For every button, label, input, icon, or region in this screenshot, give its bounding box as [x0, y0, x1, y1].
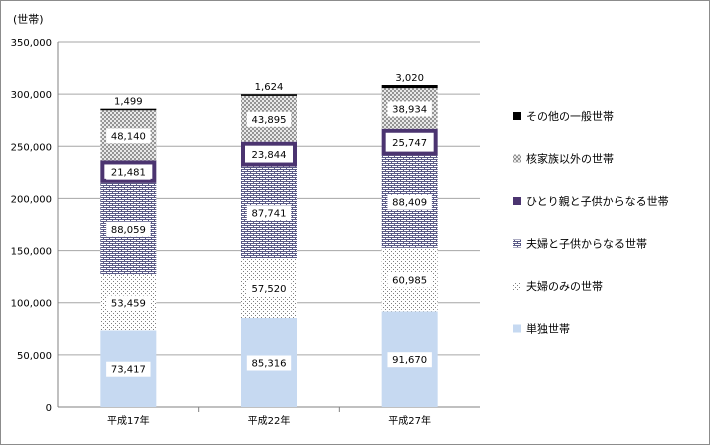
data-label-box	[246, 281, 292, 297]
legend-label: その他の一般世帯	[526, 110, 614, 123]
data-label: 60,985	[392, 276, 427, 287]
legend-label: 単独世帯	[526, 322, 570, 336]
legend-swatch	[513, 197, 521, 205]
data-label: 25,747	[392, 138, 427, 149]
data-label: 88,409	[392, 198, 427, 209]
legend-swatch	[513, 324, 521, 333]
data-label: 1,499	[114, 97, 143, 108]
data-label: 88,059	[111, 225, 146, 236]
x-tick-label: 平成22年	[248, 414, 291, 427]
data-label: 91,670	[392, 355, 427, 366]
data-label-box	[387, 101, 432, 117]
data-label-box	[387, 135, 432, 151]
y-tick-label: 300,000	[11, 90, 52, 101]
bar-segment	[100, 108, 157, 111]
data-label-box	[106, 164, 151, 180]
data-label-box	[106, 128, 151, 144]
data-label: 23,844	[252, 150, 287, 161]
y-tick-label: 350,000	[11, 38, 52, 49]
data-label: 1,624	[255, 82, 284, 93]
y-axis-label: (世帯)	[13, 13, 44, 26]
data-label-box	[246, 147, 292, 163]
data-label-box	[106, 295, 151, 311]
legend-swatch	[513, 154, 521, 163]
data-label-box	[246, 111, 292, 127]
data-label-box	[106, 361, 151, 377]
legend-label: 核家族以外の世帯	[526, 152, 614, 166]
x-tick-label: 平成17年	[107, 414, 150, 427]
legend: その他の一般世帯核家族以外の世帯ひとり親と子供からなる世帯夫婦と子供からなる世帯…	[513, 110, 669, 336]
y-tick-label: 100,000	[11, 299, 52, 310]
data-label: 48,140	[111, 131, 146, 142]
data-label: 43,895	[252, 115, 287, 126]
legend-swatch	[513, 112, 521, 120]
data-label: 53,459	[111, 299, 146, 310]
legend-label: 夫婦のみの世帯	[526, 279, 603, 293]
data-label-box	[387, 352, 432, 368]
data-label: 57,520	[252, 284, 287, 295]
bar-segment	[241, 94, 297, 96]
y-tick-label: 0	[46, 403, 52, 414]
y-tick-label: 50,000	[17, 351, 52, 362]
legend-label: 夫婦と子供からなる世帯	[526, 237, 647, 251]
data-label-box	[387, 272, 432, 288]
data-label-box	[246, 205, 292, 221]
y-tick-label: 250,000	[11, 142, 52, 153]
bar-segment	[381, 85, 438, 89]
data-labels: 73,417 53,459 88,059 21,481 48,140 1,499 85,31…	[106, 73, 432, 377]
data-label: 38,934	[392, 104, 427, 115]
data-label: 73,417	[111, 365, 146, 376]
legend-label: ひとり親と子供からなる世帯	[526, 194, 669, 208]
data-label: 3,020	[395, 73, 424, 84]
legend-swatch	[513, 239, 521, 248]
legend-swatch	[513, 282, 521, 290]
data-label-box	[106, 221, 151, 237]
data-label: 87,741	[252, 208, 287, 219]
data-label: 21,481	[111, 168, 146, 179]
y-tick-label: 200,000	[11, 194, 52, 205]
x-tick-label: 平成27年	[388, 414, 431, 427]
data-label-box	[246, 355, 292, 371]
y-tick-label: 150,000	[11, 247, 52, 258]
data-label: 85,316	[252, 359, 287, 370]
data-label-box	[387, 194, 432, 210]
